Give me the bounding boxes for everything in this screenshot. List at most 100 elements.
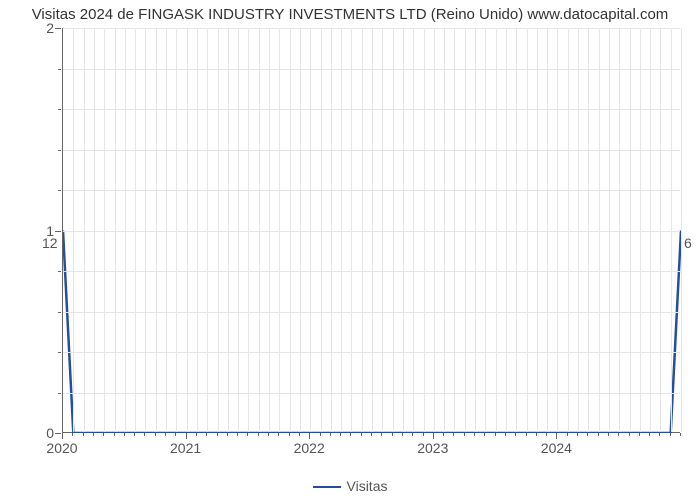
xtick-minor — [392, 433, 393, 436]
vgrid — [341, 28, 342, 432]
vgrid — [681, 28, 682, 432]
vgrid — [362, 28, 363, 432]
xtick-minor — [536, 433, 537, 436]
xtick-minor — [371, 433, 372, 436]
vgrid — [187, 28, 188, 432]
vgrid — [578, 28, 579, 432]
xtick-minor — [155, 433, 156, 436]
xtick-minor — [227, 433, 228, 436]
ytick-minor — [58, 109, 61, 110]
xtick-minor — [320, 433, 321, 436]
xtick — [309, 433, 310, 439]
chart-title: Visitas 2024 de FINGASK INDUSTRY INVESTM… — [0, 6, 700, 23]
vgrid — [547, 28, 548, 432]
xtick-minor — [526, 433, 527, 436]
vgrid — [290, 28, 291, 432]
xtick-minor — [577, 433, 578, 436]
vgrid — [310, 28, 311, 432]
xtick-minor — [206, 433, 207, 436]
xtick-minor — [258, 433, 259, 436]
xtick-minor — [515, 433, 516, 436]
xtick-minor — [93, 433, 94, 436]
legend-swatch — [313, 486, 341, 488]
vgrid — [228, 28, 229, 432]
xtick-minor — [350, 433, 351, 436]
xtick-minor — [495, 433, 496, 436]
vgrid — [537, 28, 538, 432]
chart-container: Visitas 2024 de FINGASK INDUSTRY INVESTM… — [0, 0, 700, 500]
ytick-minor — [58, 352, 61, 353]
ytick-minor — [58, 312, 61, 313]
ytick-label: 0 — [14, 425, 54, 441]
xtick-minor — [608, 433, 609, 436]
vgrid — [300, 28, 301, 432]
xtick-minor — [567, 433, 568, 436]
vgrid — [115, 28, 116, 432]
ytick — [55, 231, 61, 232]
xtick-minor — [587, 433, 588, 436]
xtick-minor — [670, 433, 671, 436]
vgrid — [475, 28, 476, 432]
vgrid — [599, 28, 600, 432]
vgrid — [454, 28, 455, 432]
xtick-label: 2022 — [294, 440, 325, 456]
xtick-minor — [598, 433, 599, 436]
ytick-label: 2 — [14, 20, 54, 36]
vgrid — [382, 28, 383, 432]
vgrid — [166, 28, 167, 432]
vgrid — [444, 28, 445, 432]
ytick-minor — [58, 150, 61, 151]
vgrid — [279, 28, 280, 432]
vgrid — [413, 28, 414, 432]
ytick-minor — [58, 190, 61, 191]
xtick-minor — [124, 433, 125, 436]
vgrid — [650, 28, 651, 432]
xtick-label: 2023 — [417, 440, 448, 456]
vgrid — [630, 28, 631, 432]
xtick — [62, 433, 63, 439]
ytick — [55, 433, 61, 434]
vgrid — [424, 28, 425, 432]
vgrid — [434, 28, 435, 432]
xtick-minor — [196, 433, 197, 436]
xtick-minor — [412, 433, 413, 436]
first-value-label: 12 — [42, 235, 58, 251]
xtick-minor — [299, 433, 300, 436]
xtick-label: 2024 — [541, 440, 572, 456]
xtick-minor — [340, 433, 341, 436]
legend-label: Visitas — [347, 478, 388, 494]
vgrid — [104, 28, 105, 432]
vgrid — [94, 28, 95, 432]
xtick-minor — [278, 433, 279, 436]
xtick-minor — [134, 433, 135, 436]
ytick-minor — [58, 69, 61, 70]
xtick-minor — [649, 433, 650, 436]
vgrid — [660, 28, 661, 432]
xtick-minor — [464, 433, 465, 436]
vgrid — [640, 28, 641, 432]
xtick — [556, 433, 557, 439]
xtick-minor — [443, 433, 444, 436]
vgrid — [197, 28, 198, 432]
xtick-minor — [103, 433, 104, 436]
xtick — [433, 433, 434, 439]
xtick-minor — [237, 433, 238, 436]
xtick-label: 2021 — [170, 440, 201, 456]
xtick-minor — [659, 433, 660, 436]
vgrid — [176, 28, 177, 432]
ytick-minor — [58, 393, 61, 394]
xtick-minor — [381, 433, 382, 436]
xtick-minor — [175, 433, 176, 436]
xtick-minor — [247, 433, 248, 436]
xtick-label: 2020 — [46, 440, 77, 456]
xtick-minor — [72, 433, 73, 436]
vgrid — [269, 28, 270, 432]
xtick-minor — [423, 433, 424, 436]
vgrid — [238, 28, 239, 432]
vgrid — [393, 28, 394, 432]
vgrid — [403, 28, 404, 432]
vgrid — [125, 28, 126, 432]
vgrid — [84, 28, 85, 432]
vgrid — [248, 28, 249, 432]
xtick — [186, 433, 187, 439]
